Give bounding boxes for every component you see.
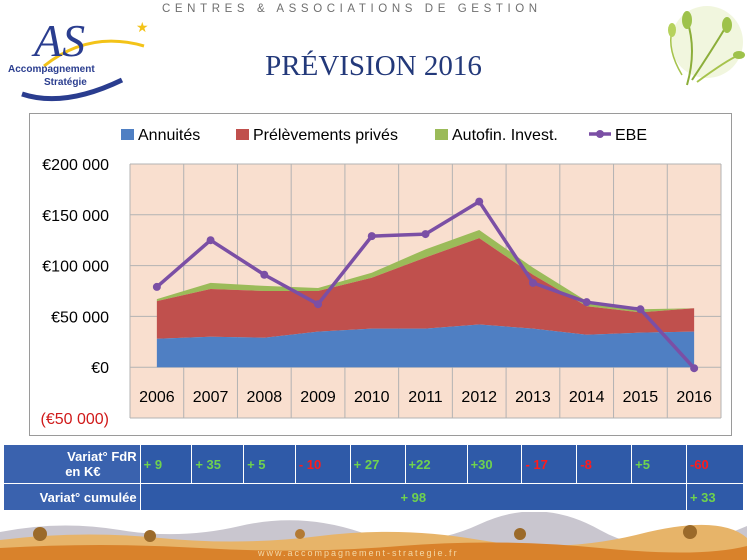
logo-line1: Accompagnement bbox=[8, 64, 95, 75]
ebe-point bbox=[314, 300, 323, 309]
fdr-value: +30 bbox=[466, 444, 523, 484]
ebe-point bbox=[475, 197, 484, 206]
row-label-fdr-line2: en K€ bbox=[65, 464, 101, 479]
row-label-fdr-line1: Variat° FdR bbox=[67, 449, 137, 464]
ebe-point bbox=[367, 232, 376, 241]
fdr-value: +22 bbox=[404, 444, 468, 484]
logo-line2: Stratégie bbox=[44, 77, 87, 88]
x-tick-label: 2014 bbox=[569, 389, 605, 406]
annuites-area bbox=[156, 324, 695, 368]
logo-star: ★ bbox=[136, 19, 149, 35]
fdr-value: -8 bbox=[576, 444, 633, 484]
x-tick-label: 2006 bbox=[139, 389, 175, 406]
fdr-value: + 27 bbox=[349, 444, 406, 484]
legend-marker bbox=[596, 130, 604, 138]
logo-swoosh bbox=[21, 77, 124, 102]
fdr-value: - 10 bbox=[294, 444, 351, 484]
x-tick-label: 2016 bbox=[676, 389, 712, 406]
ebe-point bbox=[528, 278, 537, 287]
y-tick-label: €200 000 bbox=[42, 157, 109, 174]
ebe-point bbox=[206, 236, 215, 245]
ebe-point bbox=[152, 282, 161, 291]
legend-label: EBE bbox=[615, 127, 647, 144]
plant-decoration-icon bbox=[668, 6, 745, 86]
ebe-forecast-chart: €200 000 €150 000 €100 000 €50 000 €0 (€50 00… bbox=[29, 113, 732, 436]
legend-label: Annuités bbox=[138, 127, 200, 144]
y-tick-label: €150 000 bbox=[42, 208, 109, 225]
y-tick-label: €0 bbox=[91, 360, 109, 377]
x-tick-label: 2009 bbox=[300, 389, 336, 406]
x-tick-label: 2015 bbox=[623, 389, 659, 406]
ebe-point bbox=[636, 305, 645, 314]
legend-swatch bbox=[121, 129, 134, 140]
row-label-fdr: Variat° FdR en K€ bbox=[3, 444, 141, 484]
legend-label: Prélèvements privés bbox=[253, 127, 398, 144]
x-tick-label: 2012 bbox=[461, 389, 497, 406]
legend-swatch bbox=[435, 129, 448, 140]
x-tick-label: 2011 bbox=[408, 389, 443, 406]
logo-letters: AS bbox=[31, 15, 85, 66]
fdr-value: + 35 bbox=[191, 444, 245, 484]
fdr-value: +5 bbox=[631, 444, 687, 484]
header-tagline: CENTRES & ASSOCIATIONS DE GESTION bbox=[162, 3, 542, 15]
fdr-value: + 9 bbox=[139, 444, 193, 484]
prelevements-area bbox=[156, 238, 695, 339]
footer-landscape bbox=[0, 512, 747, 560]
cumul-total: + 98 bbox=[139, 483, 687, 511]
x-tick-label: 2007 bbox=[193, 389, 229, 406]
fdr-value: -60 bbox=[685, 444, 745, 484]
legend-swatch bbox=[236, 129, 249, 140]
ebe-point bbox=[260, 270, 269, 279]
fdr-value: - 17 bbox=[521, 444, 578, 484]
x-tick-label: 2008 bbox=[247, 389, 283, 406]
fdr-value: + 5 bbox=[243, 444, 296, 484]
ebe-point bbox=[421, 230, 430, 239]
ebe-point bbox=[690, 364, 699, 373]
table-row-cumul: Variat° cumulée + 98 + 33 bbox=[3, 483, 745, 511]
fdr-variation-table: Variat° FdR en K€ + 9 + 35 + 5 - 10 + 27… bbox=[3, 444, 745, 511]
y-tick-label: €100 000 bbox=[42, 259, 109, 276]
legend-label: Autofin. Invest. bbox=[452, 127, 558, 144]
table-row-fdr: Variat° FdR en K€ + 9 + 35 + 5 - 10 + 27… bbox=[3, 444, 745, 484]
footer-url: www.accompagnement-strategie.fr bbox=[258, 548, 459, 558]
page-title: PRÉVISION 2016 bbox=[265, 50, 482, 82]
cumul-last: + 33 bbox=[685, 483, 745, 511]
y-tick-label: €50 000 bbox=[51, 309, 109, 326]
ebe-point bbox=[582, 298, 591, 307]
logo-orbit bbox=[43, 39, 145, 68]
x-tick-label: 2013 bbox=[515, 389, 551, 406]
company-logo: AS ★ Accompagnement Stratégie bbox=[8, 15, 149, 102]
row-label-cumul: Variat° cumulée bbox=[3, 483, 141, 511]
x-tick-label: 2010 bbox=[354, 389, 390, 406]
y-tick-label: (€50 000) bbox=[41, 411, 110, 428]
